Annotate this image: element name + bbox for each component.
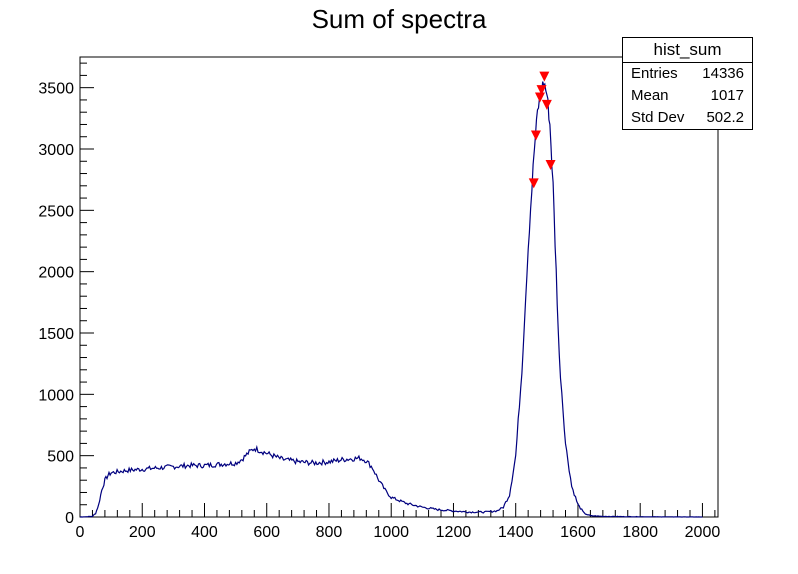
x-tick-label: 200 bbox=[129, 524, 156, 541]
stats-row-mean: Mean 1017 bbox=[623, 85, 752, 107]
x-tick-label: 0 bbox=[76, 524, 85, 541]
x-tick-label: 1600 bbox=[560, 524, 596, 541]
y-tick-label: 1000 bbox=[38, 387, 74, 404]
stats-row-entries: Entries 14336 bbox=[623, 63, 752, 85]
spectrum-line bbox=[79, 81, 703, 518]
peak-marker bbox=[528, 178, 539, 189]
x-tick-label: 1000 bbox=[373, 524, 409, 541]
stats-row-stddev: Std Dev 502.2 bbox=[623, 107, 752, 129]
y-tick-label: 3500 bbox=[38, 81, 74, 98]
stats-value: 14336 bbox=[702, 65, 744, 82]
peak-marker bbox=[530, 130, 541, 141]
y-tick-label: 3000 bbox=[38, 142, 74, 159]
peak-marker bbox=[541, 99, 552, 110]
peak-marker bbox=[539, 71, 550, 82]
stats-label: Entries bbox=[631, 65, 678, 82]
x-tick-label: 2000 bbox=[685, 524, 721, 541]
stats-value: 502.2 bbox=[706, 109, 744, 126]
y-tick-label: 1500 bbox=[38, 326, 74, 343]
y-axis: 0 500 1000 1500 2000 2500 3000 3500 bbox=[38, 62, 94, 527]
chart-title: Sum of spectra bbox=[312, 4, 487, 34]
peak-marker bbox=[534, 92, 545, 103]
x-tick-label: 1800 bbox=[622, 524, 658, 541]
peak-marker bbox=[545, 159, 556, 170]
x-tick-label: 1200 bbox=[436, 524, 472, 541]
y-tick-label: 500 bbox=[47, 449, 74, 466]
peak-marker bbox=[536, 85, 547, 96]
stats-label: Std Dev bbox=[631, 109, 685, 126]
x-tick-label: 400 bbox=[191, 524, 218, 541]
stats-box: hist_sum Entries 14336 Mean 1017 Std Dev… bbox=[622, 37, 753, 130]
stats-value: 1017 bbox=[710, 87, 744, 104]
plot-frame bbox=[79, 56, 719, 518]
y-tick-label: 2500 bbox=[38, 203, 74, 220]
peak-markers bbox=[528, 71, 556, 189]
x-tick-label: 600 bbox=[253, 524, 280, 541]
stats-label: Mean bbox=[631, 87, 669, 104]
y-tick-label: 0 bbox=[65, 510, 74, 527]
x-tick-label: 800 bbox=[316, 524, 343, 541]
y-tick-label: 2000 bbox=[38, 265, 74, 282]
x-axis: 0 200 400 600 800 1000 1200 1400 1600 1800 2000 bbox=[76, 503, 721, 541]
x-tick-label: 1400 bbox=[498, 524, 534, 541]
stats-title: hist_sum bbox=[623, 38, 752, 63]
